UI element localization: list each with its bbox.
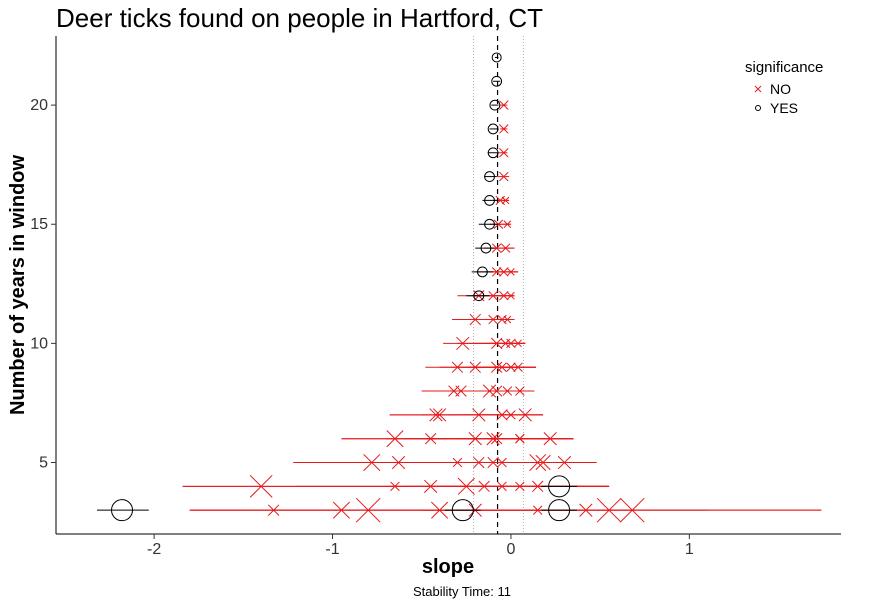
x-axis-label: slope xyxy=(422,556,474,578)
point-no-74 xyxy=(499,171,509,182)
chart-caption: Stability Time: 11 xyxy=(413,584,511,599)
legend-label-no: NO xyxy=(770,81,791,97)
plot-area xyxy=(97,36,822,534)
point-no-75 xyxy=(499,148,509,158)
x-tick-label: -2 xyxy=(147,541,161,558)
y-tick-label: 5 xyxy=(39,455,48,472)
legend-label-yes: YES xyxy=(770,100,798,116)
legend-marker-no xyxy=(754,85,762,93)
x-tick-label: 0 xyxy=(506,541,515,558)
point-yes-9 xyxy=(484,171,495,182)
reference-lines xyxy=(472,36,524,534)
y-tick-label: 15 xyxy=(30,216,48,233)
point-no-77 xyxy=(499,100,509,110)
point-no-33 xyxy=(543,432,557,446)
legend: significance NO YES xyxy=(745,59,823,116)
legend-marker-yes xyxy=(755,105,761,111)
point-yes-2 xyxy=(548,499,571,522)
point-yes-6 xyxy=(480,242,492,254)
point-no-25 xyxy=(557,455,572,470)
point-no-60 xyxy=(503,315,512,324)
point-yes-14 xyxy=(491,52,502,63)
y-axis-ticks: 5 10 15 20 xyxy=(30,97,56,472)
y-axis-label: Number of years in window xyxy=(7,155,29,415)
point-no-76 xyxy=(499,124,509,134)
point-no-71 xyxy=(503,220,512,229)
point-yes-4 xyxy=(473,290,485,302)
point-no-56 xyxy=(514,339,522,348)
point-no-73 xyxy=(501,196,510,205)
point-no-69 xyxy=(500,243,511,253)
chart-title: Deer ticks found on people in Hartford, … xyxy=(56,3,543,33)
point-yes-12 xyxy=(489,99,501,111)
point-no-51 xyxy=(513,362,523,372)
point-no-45 xyxy=(515,386,525,396)
series-yes xyxy=(97,52,577,522)
point-yes-3 xyxy=(548,475,571,498)
series-no xyxy=(182,100,822,523)
point-yes-11 xyxy=(487,123,499,135)
point-yes-5 xyxy=(476,266,488,278)
legend-title: significance xyxy=(745,59,823,76)
point-no-64 xyxy=(507,291,515,300)
x-tick-label: -1 xyxy=(325,541,339,558)
x-tick-label: 1 xyxy=(685,541,694,558)
point-no-39 xyxy=(518,408,532,422)
point-no-8 xyxy=(619,497,645,523)
point-yes-8 xyxy=(484,195,495,206)
point-yes-13 xyxy=(491,75,503,87)
point-no-67 xyxy=(507,268,515,276)
point-yes-1 xyxy=(451,499,474,522)
y-tick-label: 20 xyxy=(30,97,48,114)
x-axis-ticks: -2 -1 0 1 xyxy=(147,534,694,558)
point-yes-10 xyxy=(487,147,499,159)
point-no-16 xyxy=(532,480,544,493)
point-yes-0 xyxy=(111,499,134,522)
point-yes-7 xyxy=(484,218,495,230)
y-tick-label: 10 xyxy=(30,335,48,352)
